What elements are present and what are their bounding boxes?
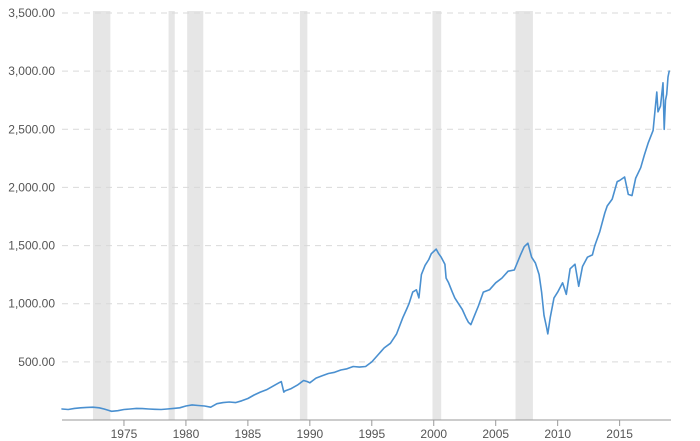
shaded-periods — [92, 11, 533, 420]
shaded-period-2 — [187, 11, 204, 420]
x-tick-label: 2005 — [482, 427, 509, 441]
shaded-period-4 — [432, 11, 442, 420]
y-tick-label: 3,500.00 — [8, 6, 55, 20]
y-axis-tick-labels: 500.00 1,000.00 1,500.00 2,000.00 2,500.00 3,… — [8, 6, 55, 369]
y-tick-label: 1,000.00 — [8, 297, 55, 311]
series-line-0 — [61, 70, 670, 413]
x-tick-label: 2010 — [544, 427, 571, 441]
x-tick-label: 2015 — [606, 427, 633, 441]
shaded-period-3 — [299, 11, 308, 420]
shaded-period-1 — [168, 11, 175, 420]
shaded-period-5 — [515, 11, 533, 420]
y-tick-label: 500.00 — [18, 355, 55, 369]
y-tick-label: 3,000.00 — [8, 64, 55, 78]
y-tick-label: 2,000.00 — [8, 180, 55, 194]
x-tick-label: 1980 — [173, 427, 200, 441]
series-group — [61, 70, 670, 413]
x-axis-tick-labels: 1975 1980 1985 1990 1995 2000 2005 2010 2015 — [111, 420, 633, 441]
grid-lines — [62, 12, 671, 363]
y-tick-label: 1,500.00 — [8, 239, 55, 253]
shaded-period-0 — [92, 11, 111, 420]
x-tick-label: 2000 — [420, 427, 447, 441]
x-tick-label: 1985 — [235, 427, 262, 441]
x-tick-label: 1995 — [358, 427, 385, 441]
y-tick-label: 2,500.00 — [8, 122, 55, 136]
x-tick-label: 1975 — [111, 427, 138, 441]
x-tick-label: 1990 — [296, 427, 323, 441]
